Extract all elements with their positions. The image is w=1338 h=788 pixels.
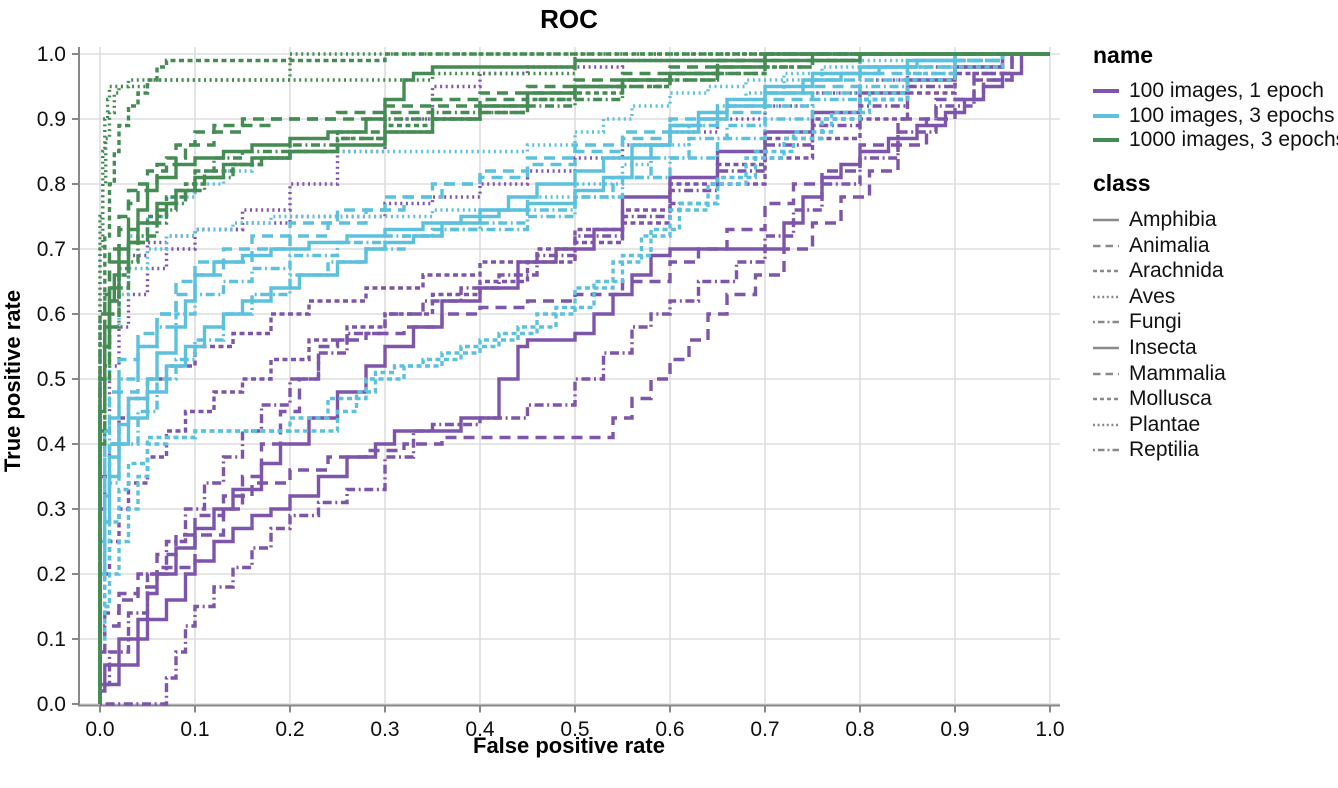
legend-swatch-line [1093, 423, 1119, 427]
legend-item-label: Arachnida [1129, 259, 1224, 283]
x-tick-label: 0.4 [465, 718, 495, 741]
legend-item: Animalia [1093, 233, 1337, 259]
roc-curve-mollusca-100-images-3-epochs [98, 52, 1050, 704]
legend-swatch-line [1093, 346, 1119, 350]
legend-item: 1000 images, 3 epochs [1093, 127, 1338, 152]
roc-curve-mammalia-1000-images-3-epochs [98, 52, 1050, 704]
roc-curve-mammalia-100-images-1-epoch [98, 52, 1050, 704]
legend-swatch-line [1093, 269, 1119, 273]
legend-item: Reptilia [1093, 438, 1337, 464]
legend-item: 100 images, 1 epoch [1093, 79, 1337, 103]
legend-swatch-line [1093, 218, 1119, 222]
legend-item-label: 100 images, 1 epoch [1129, 79, 1324, 103]
legend-item-label: Mollusca [1129, 387, 1212, 411]
legend-item-label: Plantae [1129, 412, 1201, 436]
x-tick-label: 1.0 [1035, 718, 1064, 741]
y-tick-label: 0.3 [37, 498, 66, 521]
y-tick-label: 0.5 [37, 368, 66, 391]
chart-title: ROC [540, 4, 598, 34]
legend-swatch-line [1093, 137, 1119, 142]
legend-item: Insecta [1093, 335, 1337, 361]
y-tick-label: 0.4 [37, 433, 67, 456]
legend-item-label: Mammalia [1129, 361, 1226, 385]
x-tick-label: 0.8 [845, 718, 874, 741]
legend-item-label: Reptilia [1129, 438, 1200, 462]
y-tick-label: 0.0 [37, 693, 66, 716]
x-axis-title: False positive rate [473, 733, 665, 758]
roc-curve-fungi-100-images-1-epoch [100, 52, 1050, 706]
x-tick-label: 0.7 [750, 718, 779, 741]
x-tick-label: 0.6 [655, 718, 684, 741]
legend-item-label: Amphibia [1129, 207, 1217, 231]
legend-swatch-line [1093, 113, 1119, 118]
legend-item: Plantae [1093, 412, 1337, 438]
legend-item-label: Aves [1129, 284, 1176, 308]
x-tick-label: 0.9 [940, 718, 969, 741]
legend-item: Mollusca [1093, 386, 1337, 412]
roc-curve-insecta-100-images-3-epochs [98, 52, 1050, 704]
legend-item-label: Insecta [1129, 335, 1197, 359]
roc-curve-insecta-100-images-1-epoch [98, 52, 1050, 704]
legend-swatch-line [1093, 321, 1119, 324]
legend-swatch-line [1093, 244, 1119, 247]
roc-curve-plantae-100-images-3-epochs [98, 52, 1050, 704]
legend-name-items: 100 images, 1 epoch 100 images, 3 epochs 1… [1093, 79, 1338, 152]
legend-swatch-line [1093, 89, 1119, 94]
x-tick-label: 0.1 [180, 718, 209, 741]
roc-curve-animalia-100-images-1-epoch [98, 52, 1050, 704]
y-tick-label: 0.6 [37, 303, 66, 326]
roc-curve-aves-100-images-3-epochs [98, 52, 1050, 704]
legend-item: Aves [1093, 284, 1337, 310]
y-tick-label: 0.2 [37, 563, 66, 586]
roc-curve-plantae-1000-images-3-epochs [98, 52, 1050, 704]
legend-item-label: Fungi [1129, 310, 1182, 334]
legend-swatch-line [1093, 372, 1119, 375]
y-tick-label: 0.1 [37, 628, 66, 651]
legend-item-label: 1000 images, 3 epochs [1129, 127, 1338, 151]
legend-swatch-line [1093, 449, 1119, 452]
y-tick-label: 1.0 [37, 43, 66, 66]
legend-item: Fungi [1093, 310, 1337, 336]
y-tick-label: 0.8 [37, 173, 66, 196]
roc-curve-reptilia-1000-images-3-epochs [98, 52, 1050, 704]
y-tick-label: 0.7 [37, 238, 66, 261]
x-tick-label: 0.0 [85, 718, 114, 741]
roc-curve-arachnida-1000-images-3-epochs [98, 52, 1050, 704]
legend-item-label: 100 images, 3 epochs [1129, 103, 1335, 127]
x-tick-label: 0.5 [560, 718, 589, 741]
x-tick-label: 0.2 [275, 718, 304, 741]
legend-swatch-line [1093, 397, 1119, 401]
legend-class-title: class [1093, 170, 1151, 197]
chart-legend: name 100 images, 1 epoch 100 images, 3 ep… [1093, 42, 1338, 463]
legend-item: Amphibia [1093, 207, 1337, 233]
y-tick-label: 0.9 [37, 108, 66, 131]
legend-item: 100 images, 3 epochs [1093, 103, 1337, 127]
legend-item: Mammalia [1093, 361, 1337, 387]
roc-curve-mammalia-100-images-3-epochs [98, 52, 1050, 704]
legend-name-title: name [1093, 42, 1154, 68]
legend-item-label: Animalia [1129, 233, 1210, 257]
legend-swatch-line [1093, 295, 1119, 299]
legend-item: Arachnida [1093, 258, 1337, 284]
legend-class-items: Amphibia Animalia Arachnida Aves Fungi Insect… [1093, 207, 1337, 463]
roc-curve-reptilia-100-images-3-epochs [98, 52, 1050, 704]
x-tick-label: 0.3 [370, 718, 399, 741]
